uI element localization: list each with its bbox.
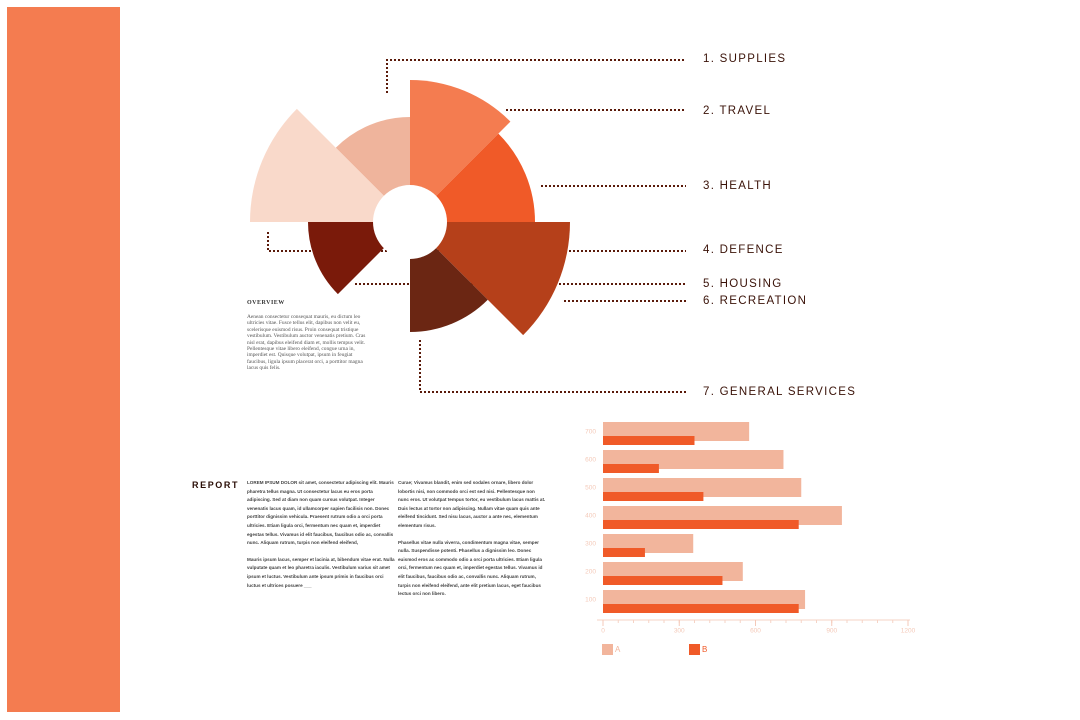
legend-swatch	[689, 644, 700, 655]
bar	[603, 492, 704, 501]
legend-label: B	[702, 645, 707, 654]
category-label: 4. DEFENCE	[703, 244, 784, 256]
category-label: 1. SUPPLIES	[703, 53, 786, 65]
bar	[603, 548, 645, 557]
side-band	[7, 7, 120, 712]
rose-sector	[410, 133, 535, 222]
y-tick-label: 100	[585, 597, 596, 604]
y-tick-label: 300	[585, 541, 596, 548]
report-title: REPORT	[192, 480, 240, 490]
report-column: Curae; Vivamus blandit, enim sed sodales…	[398, 479, 546, 607]
category-label: 5. HOUSING	[703, 278, 782, 290]
rose-sector	[410, 80, 511, 222]
x-tick-label: 300	[674, 628, 685, 635]
x-tick-label: 1200	[901, 628, 916, 635]
report-paragraph: Curae; Vivamus blandit, enim sed sodales…	[398, 480, 546, 528]
category-label: 6. RECREATION	[703, 295, 807, 307]
category-label: 2. TRAVEL	[703, 105, 771, 117]
report-column: LOREM IPSUM DOLOR sit amet, consectetur …	[247, 479, 395, 598]
y-tick-label: 400	[585, 513, 596, 520]
bar	[603, 464, 659, 473]
rose-sector	[250, 108, 410, 222]
bar	[603, 520, 799, 529]
overview-title: OVERVIEW	[247, 300, 285, 306]
report-paragraph: Mauris ipsum lacus, semper et lacinia at…	[247, 556, 395, 588]
rose-sector	[410, 222, 570, 336]
report-paragraph: LOREM IPSUM DOLOR sit amet, consectetur …	[247, 480, 394, 546]
y-tick-label: 200	[585, 569, 596, 576]
bar	[603, 436, 695, 445]
y-tick-label: 600	[585, 457, 596, 464]
category-label: 7. GENERAL SERVICES	[703, 386, 856, 398]
rose-hole	[373, 185, 447, 259]
legend-swatch	[602, 644, 613, 655]
x-tick-label: 0	[601, 628, 605, 635]
overview-text: Aenean consectetur consequat mauris, eu …	[247, 314, 366, 372]
x-tick-label: 900	[826, 628, 837, 635]
leader-line	[419, 340, 686, 393]
leader-line	[386, 59, 686, 93]
bar	[603, 576, 723, 585]
report-paragraph: Phasellus vitae nulla viverra, condiment…	[398, 539, 543, 597]
category-label: 3. HEALTH	[703, 180, 772, 192]
bar	[603, 604, 799, 613]
y-tick-label: 700	[585, 429, 596, 436]
x-tick-label: 600	[750, 628, 761, 635]
y-tick-label: 500	[585, 485, 596, 492]
legend-label: A	[615, 645, 621, 654]
